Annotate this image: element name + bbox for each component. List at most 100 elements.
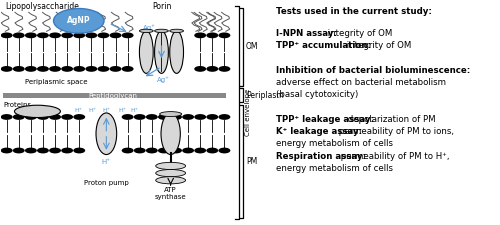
Text: Respiration assay:: Respiration assay:: [276, 152, 366, 161]
Ellipse shape: [156, 177, 186, 184]
Text: Ag⁺: Ag⁺: [143, 24, 156, 31]
Circle shape: [49, 32, 61, 38]
Text: Periplasm: Periplasm: [246, 91, 284, 100]
Circle shape: [182, 148, 194, 153]
Circle shape: [110, 32, 122, 38]
Circle shape: [122, 32, 134, 38]
Circle shape: [13, 148, 24, 153]
Ellipse shape: [154, 31, 168, 73]
Circle shape: [146, 114, 158, 120]
Circle shape: [134, 148, 145, 153]
Circle shape: [61, 114, 73, 120]
Circle shape: [206, 114, 218, 120]
Circle shape: [194, 66, 206, 72]
Circle shape: [25, 148, 37, 153]
Text: H⁺: H⁺: [75, 108, 83, 113]
Circle shape: [37, 114, 49, 120]
Circle shape: [74, 32, 85, 38]
Circle shape: [158, 114, 170, 120]
Text: K⁺ leakage assay:: K⁺ leakage assay:: [276, 127, 362, 136]
Circle shape: [74, 114, 85, 120]
Circle shape: [0, 114, 12, 120]
Circle shape: [61, 32, 73, 38]
Circle shape: [194, 148, 206, 153]
Text: Proteins: Proteins: [3, 102, 31, 108]
Text: depolarization of PM: depolarization of PM: [345, 115, 436, 124]
Circle shape: [218, 66, 230, 72]
Circle shape: [122, 114, 134, 120]
Text: TPP⁺ leakage assay:: TPP⁺ leakage assay:: [276, 115, 374, 124]
Circle shape: [194, 114, 206, 120]
Circle shape: [25, 32, 37, 38]
Circle shape: [37, 32, 49, 38]
Ellipse shape: [96, 113, 116, 155]
Text: H⁺: H⁺: [102, 108, 110, 113]
Text: H⁺: H⁺: [102, 159, 111, 165]
Text: integrity of OM: integrity of OM: [324, 29, 392, 38]
Text: Periplasmic space: Periplasmic space: [24, 79, 87, 85]
Circle shape: [218, 114, 230, 120]
Text: H⁺: H⁺: [88, 108, 96, 113]
Text: ATP
synthase: ATP synthase: [155, 187, 186, 200]
Circle shape: [54, 9, 104, 33]
Text: Peptidoglycan: Peptidoglycan: [88, 93, 138, 99]
Ellipse shape: [170, 29, 183, 33]
Ellipse shape: [156, 169, 186, 177]
Text: (basal cytotoxicity): (basal cytotoxicity): [276, 90, 358, 99]
Circle shape: [110, 66, 122, 72]
Ellipse shape: [140, 29, 153, 33]
Circle shape: [0, 32, 12, 38]
Circle shape: [98, 66, 110, 72]
Circle shape: [49, 66, 61, 72]
Text: energy metabolism of cells: energy metabolism of cells: [276, 139, 394, 148]
Text: Porin: Porin: [152, 2, 171, 11]
Circle shape: [37, 66, 49, 72]
Text: Ag⁺: Ag⁺: [172, 47, 184, 53]
Circle shape: [25, 114, 37, 120]
Ellipse shape: [170, 31, 183, 73]
Ellipse shape: [161, 113, 180, 155]
Circle shape: [170, 148, 182, 153]
Circle shape: [61, 148, 73, 153]
Circle shape: [122, 66, 134, 72]
Circle shape: [170, 114, 182, 120]
Circle shape: [182, 114, 194, 120]
Circle shape: [134, 114, 145, 120]
Text: TPP⁺ accumulation:: TPP⁺ accumulation:: [276, 41, 372, 50]
Ellipse shape: [14, 105, 60, 117]
Text: H⁺: H⁺: [130, 108, 138, 113]
Ellipse shape: [160, 112, 182, 117]
Circle shape: [0, 148, 12, 153]
Circle shape: [206, 66, 218, 72]
Circle shape: [49, 114, 61, 120]
Text: energy metabolism of cells: energy metabolism of cells: [276, 164, 394, 173]
Circle shape: [37, 148, 49, 153]
Text: adverse effect on bacterial metabolism: adverse effect on bacterial metabolism: [276, 78, 446, 87]
Circle shape: [206, 32, 218, 38]
Circle shape: [0, 66, 12, 72]
Ellipse shape: [156, 162, 186, 169]
Circle shape: [49, 148, 61, 153]
Text: Ag⁺: Ag⁺: [157, 77, 170, 83]
Text: I-NPN assay:: I-NPN assay:: [276, 29, 337, 38]
Circle shape: [61, 66, 73, 72]
Text: H⁺: H⁺: [118, 108, 126, 113]
Circle shape: [158, 148, 170, 153]
Text: Inhibition of bacterial bioluminescence:: Inhibition of bacterial bioluminescence:: [276, 65, 470, 74]
Text: PM: PM: [246, 157, 257, 166]
Text: Proton pump: Proton pump: [84, 180, 128, 186]
Circle shape: [218, 148, 230, 153]
Text: Tests used in the current study:: Tests used in the current study:: [276, 7, 432, 16]
Text: permeability of PM to ions,: permeability of PM to ions,: [336, 127, 454, 136]
Text: Cell envelope: Cell envelope: [245, 89, 251, 136]
Circle shape: [13, 66, 24, 72]
Circle shape: [13, 114, 24, 120]
Circle shape: [194, 32, 206, 38]
Ellipse shape: [140, 31, 153, 73]
Text: permeability of PM to H⁺,: permeability of PM to H⁺,: [338, 152, 450, 161]
Text: integrity of OM: integrity of OM: [344, 41, 411, 50]
Circle shape: [206, 148, 218, 153]
Circle shape: [146, 148, 158, 153]
Bar: [3, 93, 226, 98]
Circle shape: [218, 32, 230, 38]
